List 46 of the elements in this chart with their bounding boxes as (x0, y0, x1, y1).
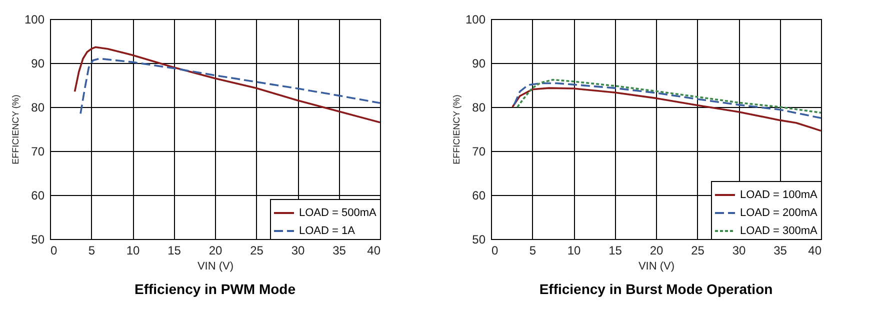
x-axis-title: VIN (V) (638, 260, 675, 272)
x-tick-label: 20 (208, 244, 222, 258)
y-axis-title: EFFICIENCY (%) (451, 94, 462, 164)
y-tick-label: 60 (31, 188, 45, 202)
y-tick-label: 50 (31, 232, 45, 246)
x-tick-label: 15 (608, 244, 622, 258)
x-tick-label: 10 (126, 244, 140, 258)
x-tick-label: 10 (567, 244, 581, 258)
x-tick-label: 35 (332, 244, 346, 258)
text: Efficiency in Burst Mode Operation (539, 281, 773, 297)
x-tick-label: 25 (691, 244, 705, 258)
y-tick-label: 70 (472, 144, 486, 158)
x-tick-label: 40 (367, 244, 381, 258)
y-tick-label: 60 (472, 188, 486, 202)
line-series (512, 87, 821, 132)
text: Efficiency in PWM Mode (134, 281, 296, 297)
legend-label: LOAD = 1A (299, 225, 356, 237)
x-tick-label: 15 (168, 244, 182, 258)
line-series (513, 82, 821, 119)
x-tick-label: 5 (88, 244, 96, 258)
line-series (80, 58, 380, 114)
legend-label: LOAD = 200mA (740, 207, 818, 219)
legend-label: LOAD = 500mA (299, 207, 378, 219)
y-tick-label: 80 (472, 100, 486, 114)
x-axis-title: VIN (V) (197, 260, 234, 272)
x-tick-label: 5 (529, 244, 536, 258)
x-tick-label: 0 (50, 244, 58, 258)
x-tick-label: 40 (808, 244, 822, 258)
y-tick-label: 90 (472, 56, 486, 70)
y-axis-title: EFFICIENCY (%) (10, 94, 20, 164)
line-series (516, 78, 821, 114)
x-tick-label: 0 (492, 244, 498, 258)
y-tick-label: 50 (472, 232, 486, 246)
y-tick-label: 70 (31, 144, 45, 158)
y-tick-label: 90 (31, 56, 45, 70)
x-tick-label: 25 (250, 244, 264, 258)
legend-label: LOAD = 100mA (740, 189, 818, 201)
y-tick-label: 80 (31, 100, 45, 114)
y-tick-label: 100 (465, 12, 486, 26)
x-tick-label: 30 (732, 244, 746, 258)
line-series (74, 46, 380, 124)
x-tick-label: 35 (774, 244, 788, 258)
x-tick-label: 30 (291, 244, 305, 258)
y-tick-label: 100 (24, 12, 45, 26)
legend-label: LOAD = 300mA (740, 225, 818, 237)
x-tick-label: 20 (650, 244, 664, 258)
